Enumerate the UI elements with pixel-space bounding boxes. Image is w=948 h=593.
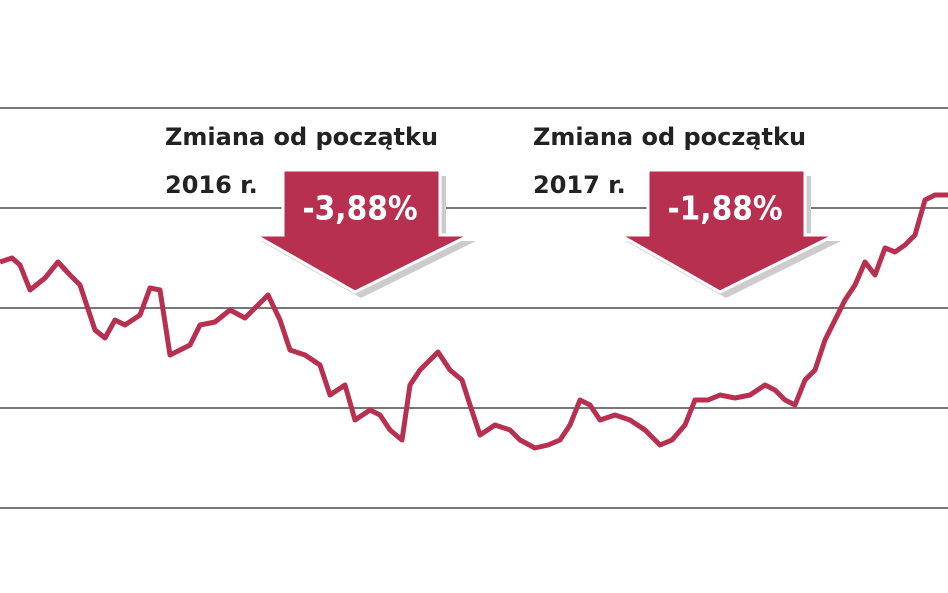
data-line: [0, 192, 948, 451]
arrow: [249, 168, 471, 294]
annotation-period: 2016 r.: [165, 171, 258, 199]
annotation-text: Zmiana od początku: [165, 123, 438, 151]
annotation-change: -3,88%: [302, 189, 417, 228]
annotation-text: Zmiana od początku: [533, 123, 806, 151]
arrow: [614, 168, 836, 294]
annotation: Zmiana od początku 2017 r. -1,88%: [533, 123, 841, 298]
annotation: Zmiana od początku 2016 r. -3,88%: [165, 123, 476, 298]
annotation-change: -1,88%: [667, 189, 782, 228]
plot: [0, 192, 948, 451]
annotation-period: 2017 r.: [533, 171, 626, 199]
